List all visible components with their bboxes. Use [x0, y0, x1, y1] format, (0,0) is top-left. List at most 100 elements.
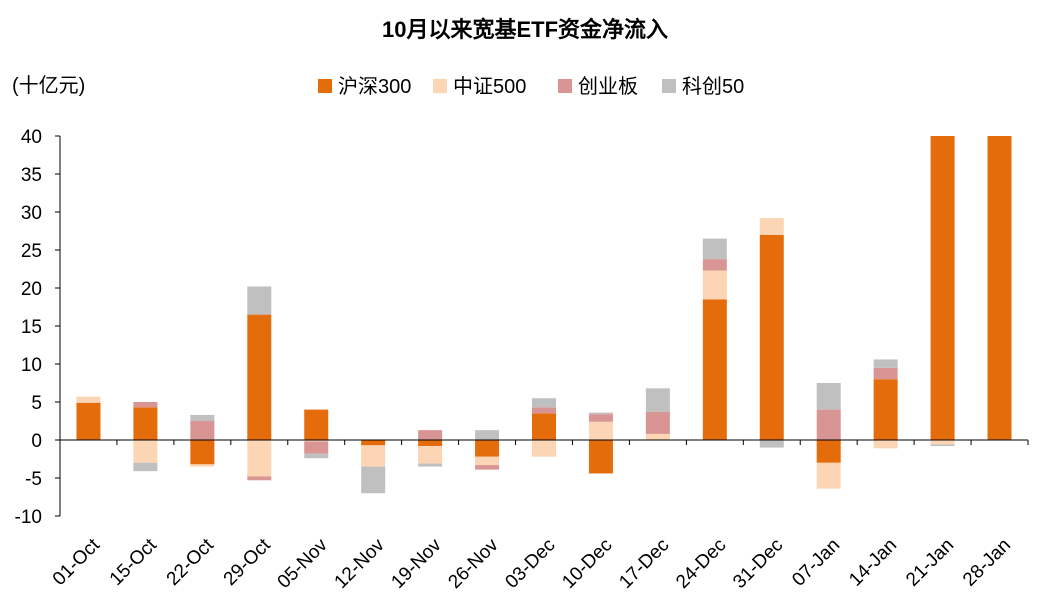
x-tick-label: 31-Dec — [729, 535, 787, 593]
bar-10-Dec-series-3 — [588, 412, 613, 415]
legend-label: 中证500 — [453, 75, 526, 98]
y-axis-unit-label: (十亿元) — [12, 74, 85, 97]
bar-28-Jan-series-0 — [987, 136, 1012, 440]
bar-12-Nov-series-0 — [361, 440, 386, 446]
bar-07-Jan-series-1 — [816, 462, 841, 489]
bars — [76, 136, 1012, 494]
x-tick-label: 28-Jan — [959, 535, 1015, 591]
x-tick-label: 14-Jan — [845, 535, 901, 591]
bar-21-Jan-series-3 — [930, 444, 955, 447]
x-tick-label: 03-Dec — [501, 535, 559, 593]
bar-19-Nov-series-3 — [418, 463, 443, 467]
x-tick-label: 26-Nov — [444, 534, 503, 593]
bar-19-Nov-series-1 — [418, 446, 443, 464]
bar-31-Dec-series-3 — [759, 440, 784, 448]
bar-03-Dec-series-0 — [532, 413, 556, 440]
bar-29-Oct-series-1 — [247, 440, 272, 477]
bar-10-Dec-series-1 — [588, 421, 613, 440]
legend-swatch — [558, 79, 572, 93]
bar-31-Dec-series-1 — [759, 218, 784, 235]
bar-26-Nov-series-2 — [475, 465, 500, 470]
legend: 沪深300 中证500 创业板 科创50 — [318, 75, 744, 98]
y-tick-label: 30 — [21, 203, 42, 224]
bar-05-Nov-series-1 — [304, 440, 329, 442]
bar-21-Jan-series-1 — [930, 440, 955, 445]
y-tick-label: 5 — [31, 393, 42, 414]
chart-title: 10月以来宽基ETF资金净流入 — [382, 17, 668, 42]
bar-24-Dec-series-1 — [702, 270, 727, 300]
bar-12-Nov-series-1 — [361, 445, 386, 467]
y-tick-label: 20 — [21, 279, 42, 300]
y-tick-label: 35 — [21, 165, 42, 186]
bar-14-Jan-series-3 — [873, 359, 898, 368]
y-tick-label: 10 — [21, 355, 42, 376]
bar-24-Dec-series-3 — [702, 238, 727, 260]
bar-26-Nov-series-0 — [475, 440, 500, 457]
y-tick-label: 40 — [21, 127, 42, 148]
bar-03-Dec-series-2 — [532, 407, 556, 414]
bar-17-Dec-series-2 — [645, 411, 670, 434]
bar-24-Dec-series-2 — [702, 259, 727, 271]
y-tick-label: -5 — [25, 469, 42, 490]
bar-17-Dec-series-3 — [645, 388, 670, 412]
bar-21-Jan-series-0 — [930, 136, 955, 440]
bar-10-Dec-series-2 — [588, 414, 613, 422]
x-tick-label: 17-Dec — [615, 535, 673, 593]
x-tick-label: 19-Nov — [387, 534, 446, 593]
y-tick-label: 25 — [21, 241, 42, 262]
bar-10-Dec-series-0 — [588, 440, 613, 474]
legend-label: 科创50 — [682, 75, 744, 98]
bar-14-Jan-series-0 — [873, 379, 898, 440]
y-tick-label: -10 — [15, 507, 42, 528]
bar-01-Oct-series-0 — [76, 402, 101, 440]
bar-24-Dec-series-0 — [702, 299, 727, 440]
x-tick-label: 01-Oct — [49, 534, 105, 590]
bar-14-Jan-series-2 — [873, 367, 898, 380]
legend-label: 创业板 — [578, 75, 638, 98]
legend-swatch — [433, 79, 447, 93]
bar-29-Oct-series-3 — [247, 286, 272, 315]
bar-05-Nov-series-3 — [304, 453, 329, 459]
bar-29-Oct-series-2 — [247, 476, 272, 481]
x-tick-label: 10-Dec — [558, 535, 616, 593]
x-tick-label: 07-Jan — [788, 535, 844, 591]
bar-15-Oct-series-2 — [133, 402, 158, 408]
x-tick-label: 15-Oct — [106, 534, 162, 590]
bar-22-Oct-series-2 — [190, 421, 215, 440]
bar-01-Oct-series-1 — [76, 396, 101, 403]
bar-07-Jan-series-0 — [816, 440, 841, 463]
bar-17-Dec-series-1 — [645, 433, 670, 440]
bar-14-Jan-series-1 — [873, 440, 898, 449]
bar-05-Nov-series-2 — [304, 441, 329, 454]
legend-swatch — [318, 79, 332, 93]
x-tick-label: 24-Dec — [672, 535, 730, 593]
bar-05-Nov-series-0 — [304, 409, 329, 440]
bar-07-Jan-series-2 — [816, 409, 841, 440]
bar-07-Jan-series-3 — [816, 383, 841, 410]
bar-22-Oct-series-1 — [190, 464, 215, 467]
y-tick-label: 15 — [21, 317, 42, 338]
bar-22-Oct-series-0 — [190, 440, 215, 465]
x-tick-label: 22-Oct — [163, 534, 219, 590]
bar-15-Oct-series-3 — [133, 462, 158, 472]
bar-22-Oct-series-3 — [190, 414, 215, 421]
bar-26-Nov-series-1 — [475, 456, 500, 466]
bar-19-Nov-series-0 — [418, 440, 443, 447]
x-tick-label: 29-Oct — [220, 534, 276, 590]
x-tick-label: 21-Jan — [902, 535, 958, 591]
x-tick-label: 12-Nov — [331, 534, 390, 593]
legend-label: 沪深300 — [338, 75, 411, 98]
bar-31-Dec-series-0 — [759, 234, 784, 440]
bar-03-Dec-series-3 — [532, 398, 556, 408]
bar-29-Oct-series-0 — [247, 314, 272, 440]
y-tick-label: 0 — [31, 431, 42, 452]
bar-26-Nov-series-3 — [475, 430, 500, 440]
bar-19-Nov-series-2 — [418, 430, 443, 440]
legend-swatch — [662, 79, 676, 93]
bar-15-Oct-series-1 — [133, 440, 158, 463]
bar-03-Dec-series-1 — [532, 440, 556, 457]
bar-15-Oct-series-0 — [133, 407, 158, 440]
bar-12-Nov-series-3 — [361, 466, 386, 494]
